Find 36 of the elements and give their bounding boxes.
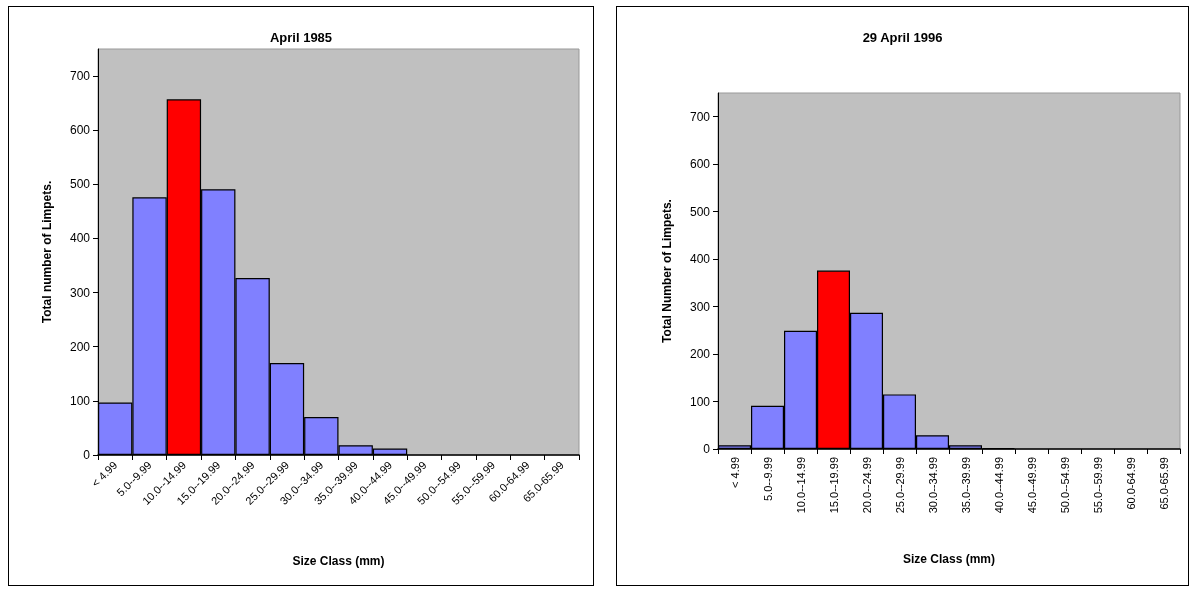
y-tick-label: 700 [689,109,711,124]
x-tick-label: 30.0--34.99 [926,457,939,514]
x-tick-label: 55.0--59.99 [1091,457,1104,514]
y-tick-label: 100 [69,393,91,408]
y-tick-label: 300 [69,285,91,300]
y-tick-label: 500 [689,204,711,219]
y-tick-label: 100 [689,394,711,409]
x-tick-label: 50.0--54.99 [1058,457,1071,514]
chart-title: 29 April 1996 [862,30,943,45]
y-tick-label: 0 [703,442,711,456]
y-tick-label: 600 [69,123,91,138]
y-tick-label: 0 [83,448,91,462]
x-tick-label: 25.0--29.99 [893,457,906,514]
x-tick-label: 10.0--14.99 [794,457,807,514]
y-axis-title: Total Number of Limpets. [660,199,674,343]
x-axis-title: Size Class (mm) [292,554,385,568]
x-tick-label: 60.0-64.99 [1124,457,1137,510]
x-tick-label: 45.0--49.99 [1025,457,1038,514]
y-tick-label: 600 [689,157,711,172]
x-tick-label: 40.0--44.99 [992,457,1005,514]
x-tick-label: 65.0-65.99 [1157,457,1170,510]
x-tick-label: 5.0--9.99 [761,457,774,502]
y-axis-title: Total number of Limpets. [40,180,54,324]
y-tick-label: 300 [689,299,711,314]
y-tick-label: 200 [689,347,711,362]
x-tick-label: 15.0--19.99 [827,457,840,514]
y-tick-label: 400 [69,231,91,246]
x-axis-title: Size Class (mm) [902,552,996,566]
y-tick-label: 700 [69,69,91,84]
y-tick-label: 500 [69,177,91,192]
y-tick-label: 200 [69,339,91,354]
x-tick-label: < 4.99 [728,457,741,488]
chart-title: April 1985 [269,30,333,45]
x-tick-label: 35.0--39.99 [959,457,972,514]
x-tick-label: 20.0--24.99 [860,457,873,514]
y-tick-label: 400 [689,252,711,267]
